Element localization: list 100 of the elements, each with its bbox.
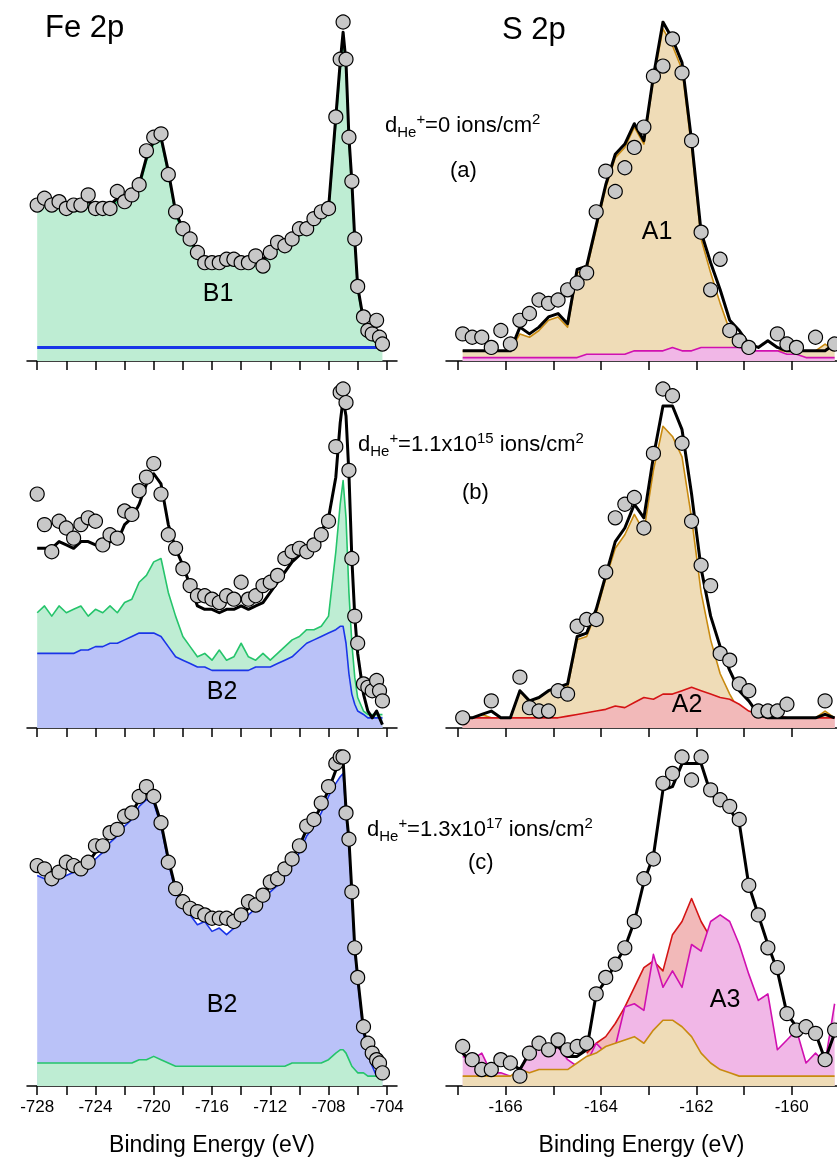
- point: [341, 831, 357, 847]
- point: [512, 1068, 528, 1084]
- point: [374, 336, 391, 352]
- point: [51, 864, 67, 880]
- point: [540, 703, 557, 719]
- point: [320, 200, 337, 217]
- point: [95, 838, 111, 854]
- point: [598, 163, 614, 179]
- point: [741, 683, 757, 699]
- point: [760, 940, 776, 956]
- point: [160, 527, 176, 543]
- point: [750, 907, 766, 923]
- point: [607, 956, 623, 972]
- x-tick-label: -166: [488, 1097, 523, 1116]
- point: [355, 1019, 372, 1035]
- point: [636, 871, 652, 887]
- point: [328, 439, 344, 455]
- point: [502, 1055, 518, 1071]
- point: [741, 339, 757, 356]
- point: [44, 544, 60, 560]
- point: [189, 244, 206, 261]
- point: [474, 329, 490, 345]
- point: [138, 143, 155, 159]
- point: [455, 1038, 471, 1055]
- point: [374, 1065, 391, 1081]
- point: [807, 329, 824, 345]
- point: [350, 969, 366, 986]
- annotation: (c): [468, 849, 494, 874]
- point: [598, 969, 614, 986]
- point: [617, 940, 633, 956]
- point: [168, 881, 184, 897]
- point: [248, 897, 264, 913]
- point: [655, 58, 671, 74]
- point: [255, 258, 271, 274]
- point: [674, 749, 690, 765]
- point: [560, 686, 576, 702]
- annotation: A1: [641, 215, 673, 244]
- point: [341, 129, 357, 145]
- point: [817, 1052, 833, 1068]
- point: [124, 805, 140, 821]
- point: [291, 838, 307, 854]
- point: [248, 248, 264, 264]
- point: [87, 513, 104, 529]
- point: [95, 537, 111, 553]
- x-tick-label: -716: [194, 1097, 230, 1116]
- point: [277, 861, 293, 877]
- point: [636, 520, 652, 536]
- point: [712, 251, 728, 267]
- point: [153, 815, 169, 831]
- x-tick-label: -704: [369, 1097, 404, 1116]
- x-tick-label: -724: [78, 1097, 113, 1116]
- chart-title: S 2p: [502, 11, 566, 46]
- point: [347, 608, 363, 624]
- point: [569, 275, 585, 291]
- point: [175, 221, 191, 237]
- point: [493, 322, 509, 339]
- point: [374, 693, 391, 709]
- point: [579, 1035, 595, 1051]
- annotation: A3: [709, 983, 741, 1012]
- point: [722, 322, 738, 339]
- point: [320, 513, 337, 529]
- point: [347, 940, 363, 956]
- point: [607, 510, 623, 526]
- point: [645, 68, 662, 84]
- annotation: d$_{He}$$^{+}$=1.3x10$^{17}$ ions/cm$^{2}$: [367, 813, 593, 845]
- point: [313, 527, 329, 543]
- point: [617, 160, 633, 176]
- point: [483, 339, 499, 356]
- point: [455, 710, 471, 726]
- point: [335, 14, 351, 30]
- point: [693, 224, 709, 240]
- x-tick-label: -712: [253, 1097, 288, 1116]
- point: [313, 795, 329, 811]
- point: [683, 772, 700, 788]
- point: [807, 1025, 824, 1041]
- point: [347, 231, 363, 247]
- point: [284, 231, 300, 247]
- point: [182, 231, 198, 247]
- annotation: B1: [202, 277, 234, 306]
- point: [588, 611, 604, 628]
- point: [284, 851, 300, 867]
- point: [138, 779, 155, 795]
- point: [168, 204, 184, 220]
- point: [769, 959, 785, 976]
- point: [598, 564, 614, 580]
- point: [655, 775, 671, 791]
- point: [588, 204, 604, 220]
- point: [131, 483, 147, 499]
- point: [320, 779, 337, 795]
- point: [683, 513, 700, 529]
- point: [80, 854, 96, 870]
- point: [344, 884, 360, 900]
- point: [36, 517, 53, 533]
- annotation: (b): [462, 479, 489, 504]
- point: [233, 574, 249, 590]
- point: [369, 312, 385, 328]
- point: [350, 635, 366, 651]
- point: [262, 244, 278, 261]
- point: [664, 765, 681, 782]
- point: [338, 394, 354, 411]
